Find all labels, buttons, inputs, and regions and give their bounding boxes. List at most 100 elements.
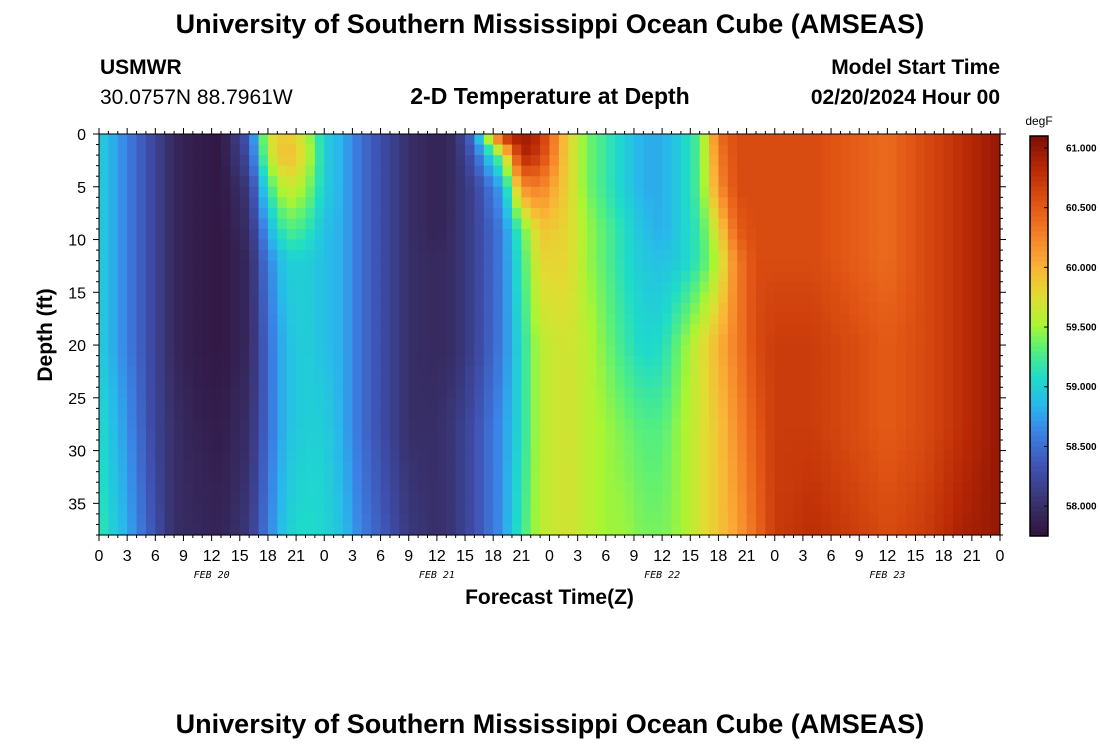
- heat-cell: [399, 513, 410, 526]
- heat-cell: [859, 408, 870, 420]
- heat-cell: [633, 323, 644, 336]
- heat-cell: [709, 450, 720, 462]
- heat-cell: [99, 228, 109, 241]
- heat-cell: [380, 524, 391, 536]
- heat-cell: [924, 165, 935, 177]
- heat-cell: [587, 155, 598, 167]
- heat-cell: [371, 503, 382, 515]
- heat-cell: [896, 513, 907, 526]
- heat-cell: [249, 524, 260, 536]
- heat-cell: [793, 207, 804, 220]
- heat-cell: [136, 513, 147, 526]
- heat-cell: [202, 302, 213, 314]
- heat-cell: [840, 471, 851, 483]
- heat-cell: [183, 313, 194, 325]
- heat-cell: [868, 323, 879, 336]
- heat-cell: [812, 513, 823, 526]
- heat-cell: [633, 492, 644, 504]
- heat-cell: [690, 165, 701, 177]
- heat-cell: [352, 250, 363, 262]
- heat-cell: [389, 218, 400, 230]
- heat-cell: [352, 397, 363, 409]
- heat-cell: [540, 281, 551, 293]
- heat-cell: [511, 207, 522, 220]
- heat-cell: [643, 513, 654, 526]
- heat-cell: [155, 345, 166, 357]
- heat-cell: [192, 345, 203, 357]
- heat-cell: [155, 397, 166, 409]
- heat-cell: [680, 228, 691, 241]
- heat-cell: [868, 302, 879, 314]
- heat-cell: [896, 271, 907, 283]
- heat-cell: [962, 165, 973, 177]
- heat-cell: [258, 429, 269, 441]
- heat-cell: [305, 524, 316, 536]
- heat-cell: [493, 144, 504, 156]
- heat-cell: [774, 408, 785, 420]
- heat-cell: [596, 207, 607, 220]
- heat-cell: [502, 461, 513, 473]
- heat-cell: [840, 524, 851, 536]
- heat-cell: [286, 134, 297, 146]
- heat-cell: [511, 165, 522, 177]
- heat-cell: [568, 228, 579, 241]
- heat-cell: [793, 250, 804, 262]
- heat-cell: [755, 228, 766, 241]
- heat-cell: [324, 397, 335, 409]
- heat-cell: [877, 218, 888, 230]
- heat-cell: [483, 134, 494, 146]
- heat-cell: [127, 165, 138, 177]
- heat-cell: [164, 218, 175, 230]
- heat-cell: [718, 503, 729, 515]
- heat-cell: [877, 387, 888, 399]
- heat-cell: [333, 260, 344, 272]
- heat-cell: [267, 302, 278, 314]
- heat-cell: [906, 239, 917, 251]
- heat-cell: [915, 313, 926, 325]
- heat-cell: [840, 144, 851, 156]
- heat-cell: [802, 186, 813, 198]
- heat-cell: [155, 376, 166, 388]
- heat-cell: [737, 144, 748, 156]
- heat-cell: [455, 513, 466, 526]
- heat-cell: [718, 471, 729, 483]
- heat-cell: [155, 176, 166, 188]
- heat-cell: [596, 292, 607, 304]
- heat-cell: [709, 323, 720, 336]
- heat-cell: [840, 482, 851, 494]
- heat-cell: [352, 376, 363, 388]
- heat-cell: [596, 260, 607, 272]
- heat-cell: [962, 366, 973, 378]
- heat-cell: [465, 366, 476, 378]
- heat-cell: [784, 461, 795, 473]
- heat-cell: [324, 408, 335, 420]
- heat-cell: [183, 155, 194, 167]
- heat-cell: [418, 218, 429, 230]
- heat-cell: [718, 524, 729, 536]
- heat-cell: [643, 408, 654, 420]
- heat-cell: [849, 292, 860, 304]
- heat-cell: [765, 207, 776, 220]
- heat-cell: [343, 345, 354, 357]
- heat-cell: [267, 176, 278, 188]
- heat-cell: [652, 155, 663, 167]
- heat-cell: [145, 176, 156, 188]
- heat-cell: [549, 165, 560, 177]
- heat-cell: [361, 313, 372, 325]
- heat-cell: [633, 176, 644, 188]
- heat-cell: [840, 186, 851, 198]
- heat-cell: [755, 408, 766, 420]
- heat-cell: [108, 292, 119, 304]
- heat-cell: [164, 313, 175, 325]
- heat-cell: [277, 366, 288, 378]
- heat-cell: [305, 418, 316, 431]
- heat-cell: [774, 429, 785, 441]
- heat-cell: [117, 155, 128, 167]
- heat-cell: [774, 482, 785, 494]
- heat-cell: [962, 197, 973, 209]
- heat-cell: [164, 440, 175, 452]
- heat-cell: [352, 281, 363, 293]
- heat-cell: [277, 461, 288, 473]
- heat-cell: [812, 165, 823, 177]
- heat-cell: [690, 260, 701, 272]
